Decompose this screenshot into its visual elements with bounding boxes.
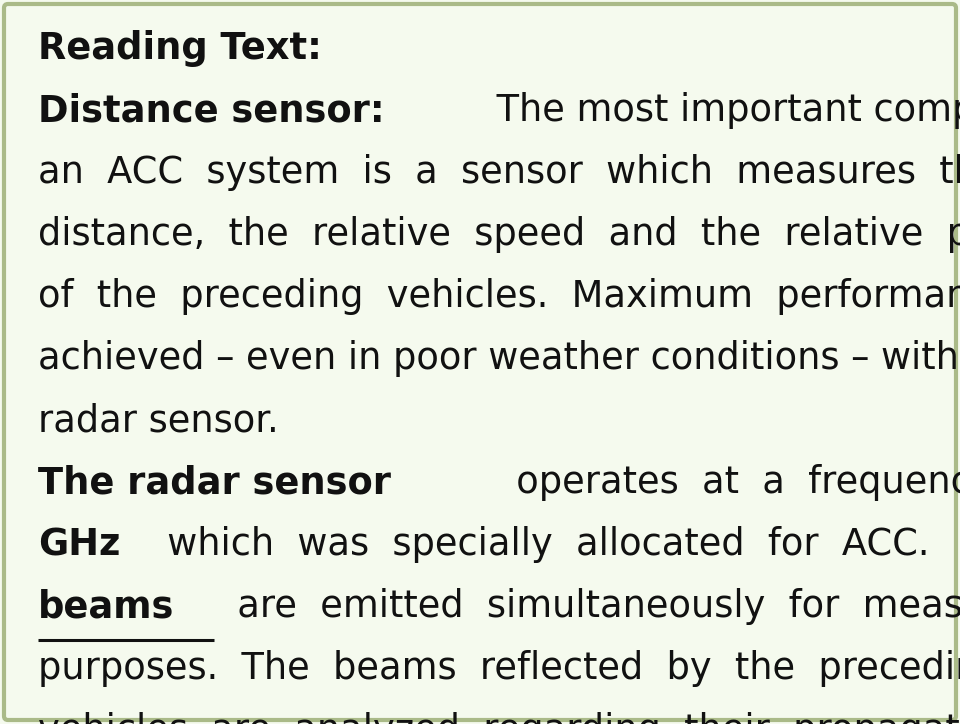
Text: purposes.  The  beams  reflected  by  the  preceding: purposes. The beams reflected by the pre… — [38, 650, 960, 687]
Text: vehicles  are  analyzed  regarding  their  propagation: vehicles are analyzed regarding their pr… — [38, 712, 960, 724]
Text: beams: beams — [38, 588, 175, 625]
Text: achieved – even in poor weather conditions – with  a: achieved – even in poor weather conditio… — [38, 340, 960, 377]
FancyBboxPatch shape — [4, 4, 956, 720]
Text: operates  at  a  frequency  of  ...: operates at a frequency of ... — [493, 464, 960, 501]
Text: radar sensor.: radar sensor. — [38, 402, 278, 439]
Text: an  ACC  system  is  a  sensor  which  measures  the: an ACC system is a sensor which measures… — [38, 154, 960, 191]
Text: which  was  specially  allocated  for  ACC.: which was specially allocated for ACC. — [144, 526, 953, 563]
Text: The most important component in: The most important component in — [485, 92, 960, 129]
Text: GHz: GHz — [38, 526, 120, 563]
Text: are  emitted  simultaneously  for  measurement: are emitted simultaneously for measureme… — [214, 588, 960, 625]
Text: Distance sensor:: Distance sensor: — [38, 92, 385, 129]
Text: Reading Text:: Reading Text: — [38, 30, 322, 67]
Text: of  the  preceding  vehicles.  Maximum  performance  is: of the preceding vehicles. Maximum perfo… — [38, 278, 960, 315]
Text: The radar sensor: The radar sensor — [38, 464, 391, 501]
Text: distance,  the  relative  speed  and  the  relative  position: distance, the relative speed and the rel… — [38, 216, 960, 253]
